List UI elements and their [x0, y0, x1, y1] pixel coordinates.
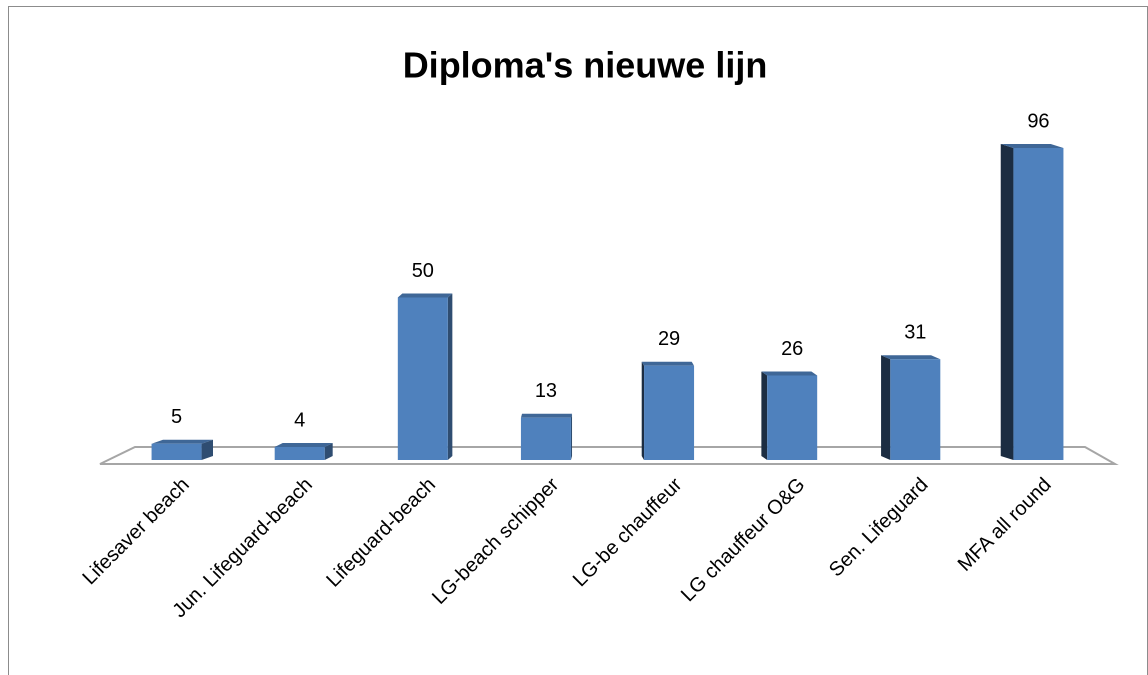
bar-side — [324, 443, 333, 460]
bar-side — [201, 439, 213, 460]
bar-side — [570, 413, 573, 460]
bar-top — [397, 293, 453, 298]
bar — [1013, 148, 1064, 460]
bar-side — [881, 355, 891, 460]
bar-side — [1000, 144, 1014, 460]
bar-top — [641, 361, 695, 366]
floor — [99, 446, 1119, 465]
bar — [520, 417, 571, 460]
chart-title: Diploma's nieuwe lijn — [403, 45, 768, 86]
bar-side — [447, 293, 453, 460]
bar-top — [151, 439, 213, 444]
chart-frame — [8, 6, 1148, 675]
bar-top — [1000, 144, 1064, 148]
data-label: 31 — [904, 322, 926, 344]
bar-top — [881, 355, 941, 360]
bar — [274, 447, 325, 460]
data-label: 5 — [171, 406, 182, 428]
bar-top — [520, 413, 573, 418]
bar — [397, 297, 448, 460]
bar-side — [761, 371, 768, 460]
data-label: 26 — [781, 338, 803, 360]
data-label: 13 — [535, 380, 557, 402]
bar-side — [641, 361, 645, 460]
bar — [644, 365, 695, 460]
data-label: 50 — [412, 260, 434, 282]
bar — [151, 443, 202, 460]
bar — [890, 359, 941, 460]
data-label: 96 — [1027, 110, 1049, 132]
bar — [767, 375, 818, 460]
bar-top — [761, 371, 818, 376]
data-label: 29 — [658, 328, 680, 350]
bar-top — [274, 443, 333, 447]
data-label: 4 — [294, 409, 305, 431]
